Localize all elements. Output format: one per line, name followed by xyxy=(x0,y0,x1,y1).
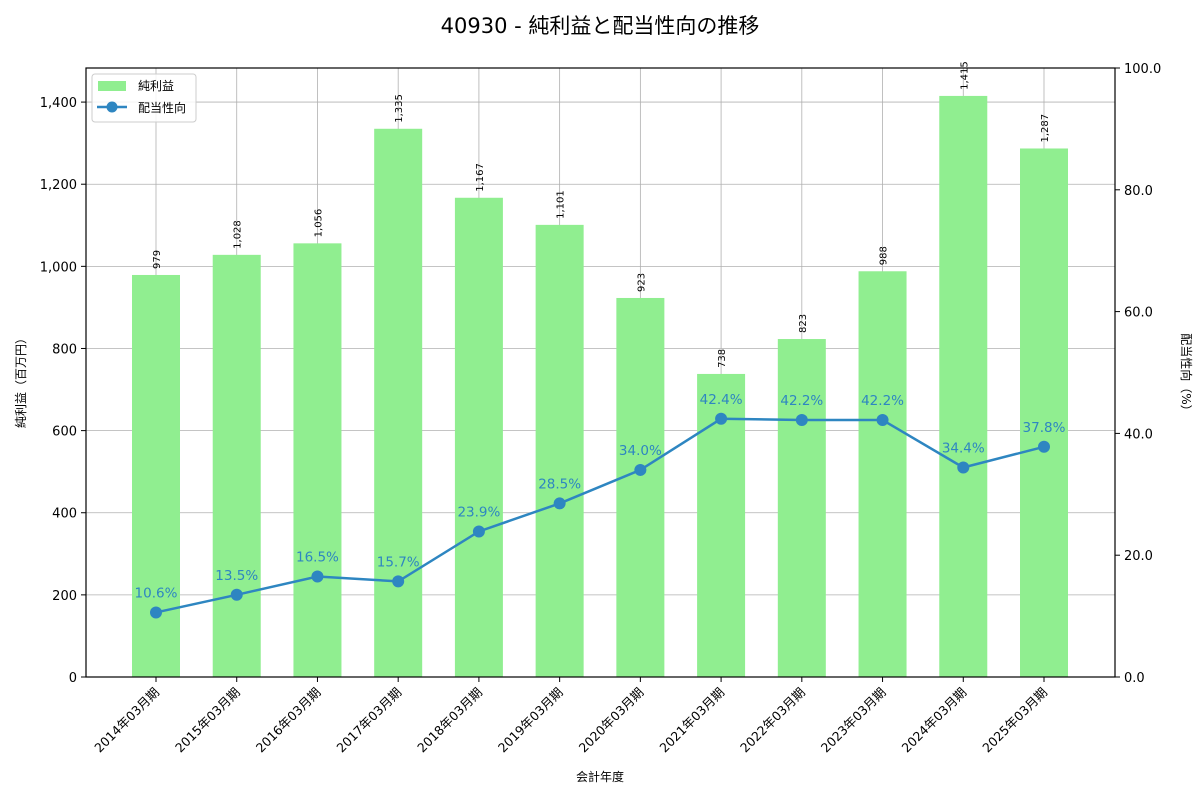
bar-value-label: 1,415 xyxy=(959,61,970,90)
y-right-tick-label: 80.0 xyxy=(1124,184,1153,199)
x-tick-label: 2020年03月期 xyxy=(576,685,647,756)
bar-value-labels: 979 1,028 1,056 1,335 1,167 1,101 923 738 823 988… xyxy=(152,61,1051,368)
payout-ratio-marker xyxy=(230,588,243,601)
payout-ratio-label: 13.5% xyxy=(215,568,258,584)
legend-label-payout-ratio: 配当性向 xyxy=(138,100,186,115)
payout-ratio-label: 42.2% xyxy=(861,393,904,409)
bar-net-income xyxy=(212,254,261,678)
y-right-tick-label: 20.0 xyxy=(1124,549,1153,564)
line-series-payout-ratio: 10.6% 13.5% 16.5% 15.7% 23.9% 28.5% 34.0% 42.4%… xyxy=(135,392,1066,619)
y-axis-right-label: 配当性向（%） xyxy=(1179,333,1194,416)
bar-series-net-income xyxy=(132,95,1068,678)
y-right-tick-label: 40.0 xyxy=(1124,427,1153,442)
legend-label-net-income: 純利益 xyxy=(138,79,174,93)
bar-net-income xyxy=(858,271,907,677)
payout-ratio-label: 34.4% xyxy=(942,441,985,457)
x-tick-label: 2015年03月期 xyxy=(172,685,243,756)
payout-ratio-marker xyxy=(957,461,970,474)
x-tick-label: 2023年03月期 xyxy=(818,685,889,756)
bar-value-label: 738 xyxy=(717,349,728,368)
y-left-tick-label: 1,000 xyxy=(40,260,77,275)
bar-net-income xyxy=(535,224,584,677)
payout-ratio-label: 28.5% xyxy=(538,476,581,492)
bar-value-label: 823 xyxy=(798,314,809,333)
y-left-tick-label: 600 xyxy=(52,425,77,440)
legend-bar-swatch xyxy=(98,81,126,91)
x-tick-label: 2017年03月期 xyxy=(333,685,404,756)
x-axis-label: 会計年度 xyxy=(576,769,624,784)
plot-frame xyxy=(85,67,1116,678)
y-right-tick-label: 100.0 xyxy=(1124,62,1161,77)
y-left-tick-label: 200 xyxy=(52,589,77,604)
bar-value-label: 1,056 xyxy=(313,209,324,238)
bar-net-income xyxy=(616,297,665,677)
payout-ratio-marker xyxy=(392,575,405,588)
x-tick-label: 2025年03月期 xyxy=(979,685,1050,756)
bar-value-label: 1,335 xyxy=(394,94,405,123)
bar-net-income xyxy=(454,197,503,677)
payout-ratio-marker xyxy=(795,414,808,427)
payout-ratio-label: 23.9% xyxy=(457,504,500,520)
bar-net-income xyxy=(939,95,988,677)
bar-net-income xyxy=(374,128,423,678)
x-tick-label: 2014年03月期 xyxy=(91,685,162,756)
payout-ratio-label: 42.2% xyxy=(780,393,823,409)
payout-ratio-label: 37.8% xyxy=(1023,420,1066,436)
bar-net-income xyxy=(777,339,826,677)
axes: 0 200 400 600 800 1,000 1,200 1,400 0.0 20.0 40.0 6… xyxy=(40,62,1161,755)
chart-title: 40930 - 純利益と配当性向の推移 xyxy=(441,14,760,38)
x-tick-label: 2016年03月期 xyxy=(253,685,324,756)
y-right-tick-label: 0.0 xyxy=(1124,671,1145,686)
y-left-tick-label: 800 xyxy=(52,342,77,357)
payout-ratio-marker xyxy=(553,497,566,510)
x-tick-label: 2021年03月期 xyxy=(656,685,727,756)
payout-ratio-label: 15.7% xyxy=(377,554,420,570)
y-left-tick-label: 1,200 xyxy=(40,178,77,193)
y-left-tick-label: 400 xyxy=(52,507,77,522)
payout-ratio-marker xyxy=(634,463,647,476)
payout-ratio-marker xyxy=(472,525,485,538)
bar-value-label: 923 xyxy=(636,273,647,292)
bar-value-label: 988 xyxy=(879,246,890,265)
y-left-tick-label: 1,400 xyxy=(40,96,77,111)
payout-ratio-marker xyxy=(715,412,728,425)
bar-value-label: 1,287 xyxy=(1040,114,1051,143)
x-tick-label: 2018年03月期 xyxy=(414,685,485,756)
y-axis-left-label: 純利益（百万円） xyxy=(14,332,28,428)
y-right-tick-label: 60.0 xyxy=(1124,306,1153,321)
bar-value-label: 1,101 xyxy=(556,190,567,219)
payout-ratio-label: 16.5% xyxy=(296,550,339,566)
payout-ratio-line xyxy=(155,417,1045,614)
payout-ratio-label: 42.4% xyxy=(700,392,743,408)
x-tick-label: 2022年03月期 xyxy=(737,685,808,756)
bar-net-income xyxy=(293,243,342,677)
bar-value-label: 1,167 xyxy=(475,163,486,192)
payout-ratio-label: 10.6% xyxy=(135,585,178,601)
payout-ratio-marker xyxy=(311,570,324,583)
payout-ratio-marker xyxy=(1038,440,1050,453)
y-left-tick-label: 0 xyxy=(69,671,77,686)
bar-net-income xyxy=(1020,148,1068,677)
x-tick-label: 2019年03月期 xyxy=(495,685,566,756)
legend-marker-icon xyxy=(106,101,118,113)
payout-ratio-label: 34.0% xyxy=(619,443,662,459)
payout-ratio-marker xyxy=(150,606,162,619)
bar-value-label: 1,028 xyxy=(233,220,244,249)
bar-value-label: 979 xyxy=(152,250,163,269)
legend: 純利益 配当性向 xyxy=(91,73,197,123)
payout-ratio-marker xyxy=(876,414,889,427)
x-tick-label: 2024年03月期 xyxy=(899,685,970,756)
